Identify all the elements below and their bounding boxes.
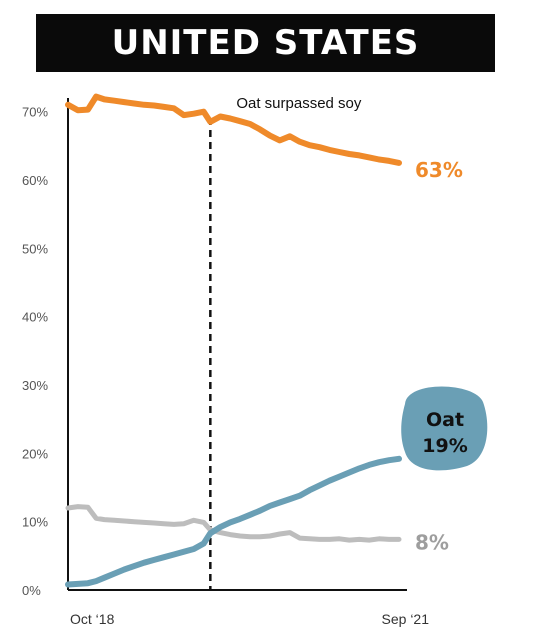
- annotation-label: Oat surpassed soy: [236, 95, 362, 112]
- oat-end-label: 19%: [422, 435, 467, 457]
- oat-series-line: [65, 455, 402, 588]
- title-banner: UNITED STATES: [36, 14, 495, 72]
- soy-series-line: [65, 93, 402, 166]
- oat-series-name: Oat: [426, 409, 464, 431]
- oat-callout-bubble: Oat 19%: [401, 386, 488, 471]
- series-lines: [65, 93, 402, 588]
- y-tick-label: 50%: [22, 241, 48, 256]
- oat-callout-shape: [401, 386, 488, 471]
- y-axis-ticks: 0% 10% 20% 30% 40% 50% 60% 70%: [22, 105, 48, 598]
- x-axis-ticks: Oct ‘18 Sep ‘21: [70, 611, 429, 627]
- y-tick-label: 40%: [22, 310, 48, 325]
- y-tick-label: 70%: [22, 105, 48, 120]
- other-series-line: [65, 504, 402, 543]
- y-tick-label: 10%: [22, 515, 48, 530]
- other-end-label: 8%: [415, 530, 449, 554]
- y-tick-label: 0%: [22, 583, 41, 598]
- x-tick-label: Oct ‘18: [70, 611, 115, 627]
- y-tick-label: 20%: [22, 446, 48, 461]
- y-tick-label: 60%: [22, 173, 48, 188]
- x-tick-label: Sep ‘21: [382, 611, 430, 627]
- chart-title: UNITED STATES: [111, 23, 420, 63]
- soy-end-label: 63%: [415, 158, 463, 182]
- y-tick-label: 30%: [22, 378, 48, 393]
